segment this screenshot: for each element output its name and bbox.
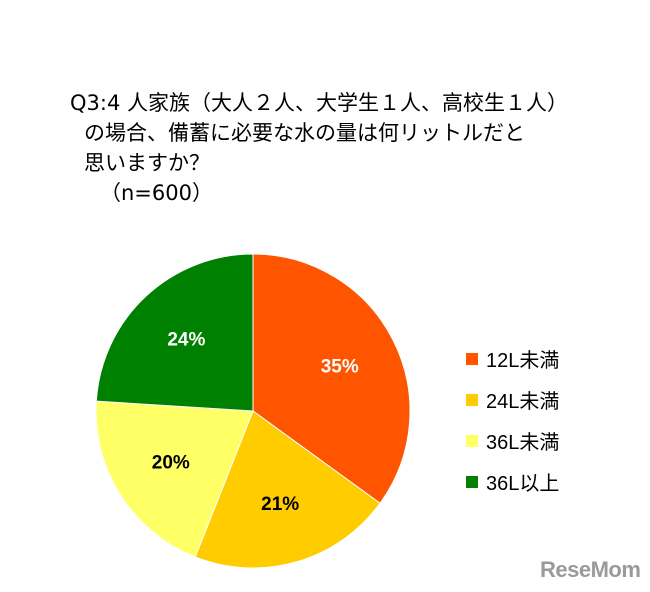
legend-item: 36L以上 xyxy=(466,461,559,502)
legend-label: 36L以上 xyxy=(486,473,560,495)
resemom-logo: ReseMom xyxy=(540,557,641,582)
slice-data-label: 21% xyxy=(261,494,299,515)
slice-data-label: 24% xyxy=(167,330,205,351)
pie-slice xyxy=(194,410,381,569)
pie-slice xyxy=(95,253,254,412)
legend-swatch xyxy=(466,393,478,406)
chart-title: Q3:4 人家族（大人２人、大学生１人、高校生１人） の場合、備蓄に必要な水の量… xyxy=(70,88,568,208)
slice-data-label: 35% xyxy=(321,356,359,377)
legend-item: 24L未満 xyxy=(466,379,559,420)
legend-swatch xyxy=(466,352,478,365)
legend-swatch xyxy=(466,475,478,488)
title-line-1: Q3:4 人家族（大人２人、大学生１人、高校生１人） xyxy=(70,91,568,115)
legend-item: 36L未満 xyxy=(466,420,559,461)
title-line-3: 思いますか？ xyxy=(84,151,210,175)
legend-swatch xyxy=(466,434,478,447)
legend-label: 12L未満 xyxy=(486,350,560,372)
legend-label: 36L未満 xyxy=(486,432,560,454)
title-line-4: （n=600） xyxy=(100,181,213,205)
pie-slice xyxy=(252,253,411,504)
slice-data-label: 20% xyxy=(152,453,190,474)
pie-slice xyxy=(95,400,254,558)
legend: 12L未満 24L未満 36L未満 36L以上 xyxy=(466,338,559,502)
legend-label: 24L未満 xyxy=(486,391,560,413)
legend-item: 12L未満 xyxy=(466,338,559,379)
title-line-2: の場合、備蓄に必要な水の量は何リットルだと xyxy=(84,121,525,145)
